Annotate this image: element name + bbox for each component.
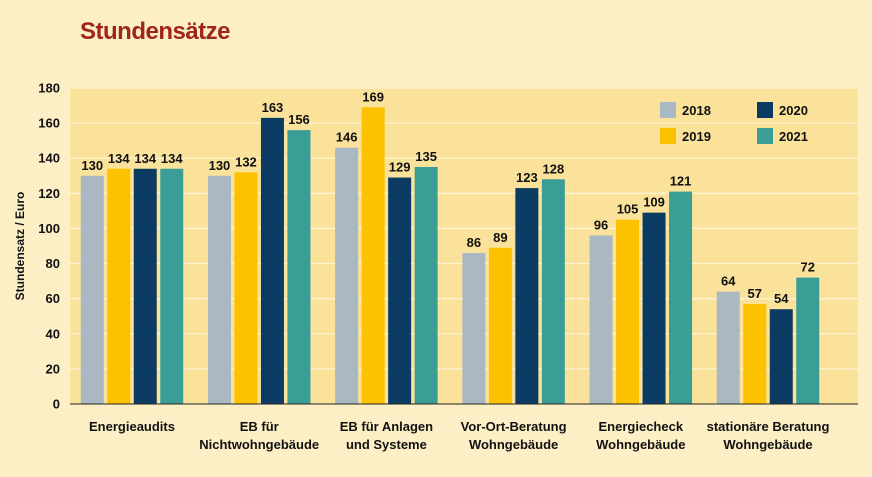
x-category-label: Energieaudits — [89, 419, 175, 434]
x-category-label: Wohngebäude — [723, 437, 812, 452]
bar-2021-cat-3 — [541, 179, 565, 404]
data-label: 163 — [262, 100, 284, 115]
x-category-label: Wohngebäude — [596, 437, 685, 452]
y-tick-label: 100 — [38, 221, 60, 236]
data-label: 96 — [594, 217, 608, 232]
y-tick-label: 120 — [38, 186, 60, 201]
bar-2020-cat-0 — [133, 168, 157, 404]
legend-label-2020: 2020 — [779, 103, 808, 118]
legend-label-2018: 2018 — [682, 103, 711, 118]
x-category-label: EB für — [240, 419, 279, 434]
bar-2019-cat-4 — [616, 219, 640, 404]
data-label: 54 — [774, 291, 789, 306]
data-label: 135 — [415, 149, 437, 164]
legend-label-2021: 2021 — [779, 129, 808, 144]
y-tick-label: 140 — [38, 151, 60, 166]
bar-2019-cat-3 — [488, 247, 512, 404]
y-tick-label: 40 — [46, 326, 60, 341]
data-label: 57 — [748, 286, 762, 301]
bar-2021-cat-0 — [160, 168, 184, 404]
x-category-label: Wohngebäude — [469, 437, 558, 452]
data-label: 64 — [721, 274, 736, 289]
bar-2018-cat-5 — [716, 291, 740, 404]
data-label: 132 — [235, 154, 257, 169]
bar-2018-cat-4 — [589, 235, 613, 404]
bar-2019-cat-1 — [234, 172, 258, 404]
data-label: 123 — [516, 170, 538, 185]
bar-2020-cat-5 — [769, 309, 793, 404]
bar-2019-cat-2 — [361, 107, 385, 405]
data-label: 129 — [389, 160, 411, 175]
chart-title: Stundensätze — [80, 18, 231, 45]
x-category-label: und Systeme — [346, 437, 427, 452]
bar-2018-cat-3 — [462, 253, 486, 404]
bar-2020-cat-2 — [388, 177, 412, 404]
bar-2019-cat-0 — [107, 168, 131, 404]
bar-2021-cat-2 — [414, 167, 438, 404]
data-label: 109 — [643, 195, 665, 210]
data-label: 130 — [209, 158, 231, 173]
x-category-label: Vor-Ort-Beratung — [461, 419, 567, 434]
data-label: 121 — [670, 174, 692, 189]
x-category-label: Nichtwohngebäude — [199, 437, 319, 452]
y-tick-label: 60 — [46, 291, 60, 306]
data-label: 130 — [81, 158, 103, 173]
data-label: 134 — [134, 151, 156, 166]
y-tick-label: 0 — [53, 397, 60, 412]
data-label: 169 — [362, 89, 384, 104]
bar-2020-cat-1 — [260, 117, 284, 404]
bar-2018-cat-0 — [80, 175, 104, 404]
bar-2020-cat-4 — [642, 212, 666, 404]
legend-label-2019: 2019 — [682, 129, 711, 144]
y-axis-label: Stundensatz / Euro — [13, 192, 27, 301]
y-tick-label: 20 — [46, 361, 60, 376]
data-label: 134 — [161, 151, 183, 166]
legend-swatch-2018 — [660, 102, 676, 118]
bar-2018-cat-1 — [207, 175, 231, 404]
x-category-label: stationäre Beratung — [707, 419, 830, 434]
y-tick-label: 80 — [46, 256, 60, 271]
data-label: 146 — [336, 130, 358, 145]
legend-swatch-2020 — [757, 102, 773, 118]
bar-2021-cat-1 — [287, 130, 311, 404]
bar-2018-cat-2 — [335, 147, 359, 404]
data-label: 134 — [108, 151, 130, 166]
bar-2021-cat-4 — [669, 191, 693, 404]
data-label: 72 — [801, 260, 815, 275]
legend-swatch-2019 — [660, 128, 676, 144]
data-label: 128 — [542, 161, 564, 176]
data-label: 105 — [617, 202, 639, 217]
data-label: 156 — [288, 112, 310, 127]
data-label: 86 — [467, 235, 481, 250]
bar-2020-cat-3 — [515, 188, 539, 404]
data-label: 89 — [493, 230, 507, 245]
legend-swatch-2021 — [757, 128, 773, 144]
bar-2021-cat-5 — [796, 277, 820, 404]
y-tick-label: 160 — [38, 116, 60, 131]
y-tick-label: 180 — [38, 81, 60, 96]
x-category-label: EB für Anlagen — [340, 419, 433, 434]
x-category-label: Energiecheck — [599, 419, 684, 434]
bar-2019-cat-5 — [743, 303, 767, 404]
